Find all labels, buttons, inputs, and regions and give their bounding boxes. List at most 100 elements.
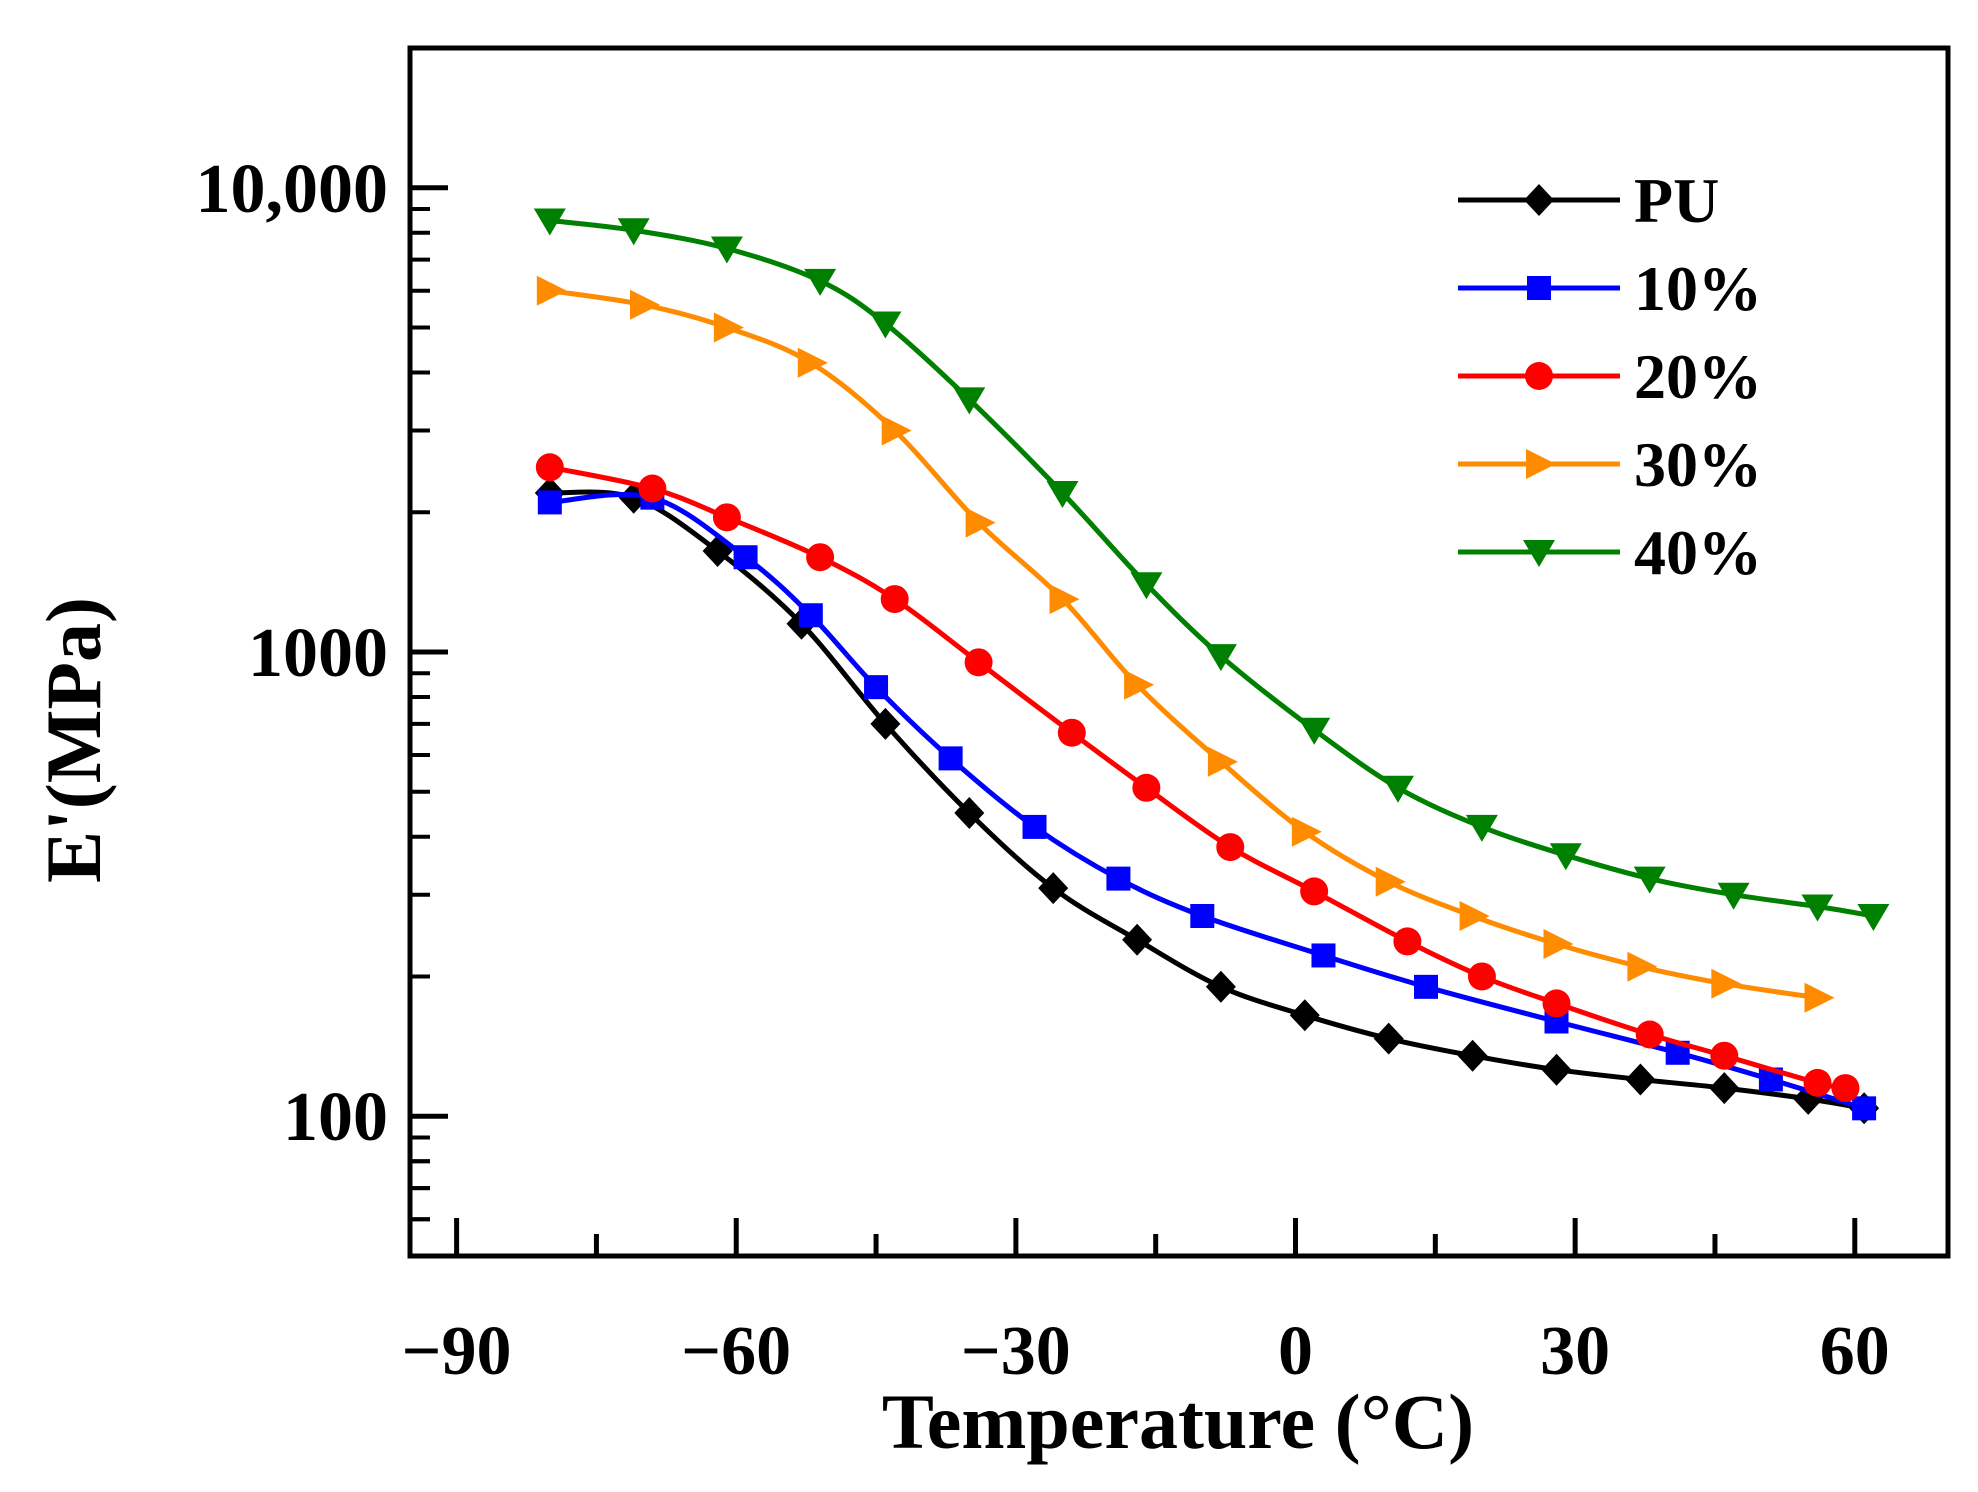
data-point-2-3 xyxy=(806,543,835,572)
data-point-0-7 xyxy=(1122,923,1153,956)
data-point-3-5 xyxy=(965,507,996,538)
data-point-3-14 xyxy=(1711,968,1742,999)
data-point-4-5 xyxy=(953,387,986,415)
data-point-2-7 xyxy=(1132,773,1161,802)
x-tick-label-3: 0 xyxy=(1278,1313,1313,1390)
data-point-3-2 xyxy=(713,312,744,343)
data-point-3-4 xyxy=(881,415,912,446)
legend-label-4: 40% xyxy=(1634,517,1762,588)
plot-marks xyxy=(533,208,1890,1125)
data-point-2-2 xyxy=(712,503,741,532)
data-point-1-6 xyxy=(1022,814,1047,839)
data-point-2-5 xyxy=(964,648,993,677)
y-tick-label-0: 100 xyxy=(283,1079,388,1156)
legend-marker-3 xyxy=(1526,449,1556,479)
data-point-0-13 xyxy=(1625,1063,1656,1096)
data-point-0-11 xyxy=(1457,1039,1488,1072)
x-tick-label-0: −90 xyxy=(402,1313,512,1390)
data-point-4-11 xyxy=(1465,814,1498,842)
data-point-1-5 xyxy=(938,746,963,771)
data-point-2-6 xyxy=(1057,718,1086,747)
data-point-4-16 xyxy=(1857,904,1890,931)
y-tick-label-2: 10,000 xyxy=(196,151,389,228)
data-point-3-15 xyxy=(1804,982,1835,1013)
data-point-1-3 xyxy=(798,603,823,628)
x-tick-label-5: 60 xyxy=(1820,1313,1890,1390)
x-tick-label-1: −60 xyxy=(681,1313,791,1390)
data-point-4-10 xyxy=(1382,775,1414,803)
data-point-1-14 xyxy=(1852,1096,1877,1121)
x-tick-label-4: 30 xyxy=(1540,1313,1610,1390)
legend-label-0: PU xyxy=(1634,165,1719,236)
data-point-3-7 xyxy=(1124,669,1155,700)
data-point-4-3 xyxy=(804,268,837,296)
data-point-0-4 xyxy=(870,707,901,740)
legend-marker-4 xyxy=(1523,540,1555,567)
x-axis-label: Temperature (°C) xyxy=(882,1378,1474,1465)
series-line-3 xyxy=(549,288,1818,1001)
data-point-3-12 xyxy=(1543,929,1574,959)
legend-label-2: 20% xyxy=(1634,341,1762,412)
data-point-1-2 xyxy=(733,545,758,570)
data-point-0-10 xyxy=(1373,1022,1404,1055)
y-axis-label: E'(MPa) xyxy=(30,597,117,883)
data-point-0-8 xyxy=(1205,970,1236,1003)
data-point-3-3 xyxy=(797,347,828,378)
legend-label-1: 10% xyxy=(1634,253,1762,324)
data-point-4-15 xyxy=(1801,894,1834,922)
data-point-4-4 xyxy=(869,311,902,339)
data-point-1-8 xyxy=(1190,903,1215,928)
data-point-2-0 xyxy=(535,453,564,482)
y-tick-label-1: 1000 xyxy=(248,615,388,692)
data-point-3-1 xyxy=(630,289,660,320)
data-point-0-2 xyxy=(702,535,733,567)
data-point-4-13 xyxy=(1633,866,1666,894)
data-point-1-9 xyxy=(1311,943,1336,968)
data-point-2-12 xyxy=(1542,989,1571,1018)
data-point-3-13 xyxy=(1627,951,1658,982)
data-point-1-0 xyxy=(537,490,562,515)
data-point-1-4 xyxy=(864,675,889,700)
data-point-4-0 xyxy=(533,208,566,236)
data-point-2-8 xyxy=(1216,833,1245,862)
data-point-0-9 xyxy=(1289,999,1320,1032)
axes: −90 −60 −30 0 30 60 100 1000 10,000 xyxy=(196,45,1951,1390)
data-point-4-7 xyxy=(1130,572,1163,600)
data-point-2-4 xyxy=(880,585,909,614)
data-point-0-6 xyxy=(1038,872,1069,905)
data-point-4-6 xyxy=(1046,481,1079,508)
data-point-2-9 xyxy=(1300,877,1329,906)
data-point-4-8 xyxy=(1204,644,1237,672)
data-point-1-10 xyxy=(1414,974,1439,999)
data-point-4-2 xyxy=(710,236,743,264)
data-point-0-12 xyxy=(1541,1053,1572,1086)
data-point-3-10 xyxy=(1375,866,1406,897)
legend: PU 10% 20% 30% 40% xyxy=(1458,165,1762,588)
data-point-3-11 xyxy=(1459,901,1490,931)
data-point-2-13 xyxy=(1635,1020,1664,1049)
legend-marker-2 xyxy=(1525,362,1553,390)
data-point-3-8 xyxy=(1207,746,1238,777)
data-point-3-6 xyxy=(1049,584,1080,615)
data-point-4-14 xyxy=(1717,882,1750,910)
data-point-2-1 xyxy=(638,474,667,503)
data-point-2-16 xyxy=(1831,1074,1860,1103)
legend-marker-0 xyxy=(1524,184,1554,216)
data-point-2-14 xyxy=(1710,1041,1739,1070)
data-point-4-12 xyxy=(1549,843,1582,871)
data-point-2-15 xyxy=(1803,1068,1832,1097)
legend-marker-1 xyxy=(1527,276,1551,300)
data-point-1-7 xyxy=(1106,866,1131,891)
x-tick-label-2: −30 xyxy=(961,1313,1071,1390)
data-point-2-11 xyxy=(1467,962,1496,991)
legend-label-3: 30% xyxy=(1634,429,1762,500)
data-point-2-10 xyxy=(1393,927,1422,956)
data-point-4-1 xyxy=(617,218,650,246)
data-point-3-0 xyxy=(536,275,567,306)
data-point-0-14 xyxy=(1709,1072,1740,1105)
data-point-0-5 xyxy=(954,797,985,829)
data-point-4-9 xyxy=(1298,717,1331,745)
data-point-3-9 xyxy=(1291,816,1322,847)
